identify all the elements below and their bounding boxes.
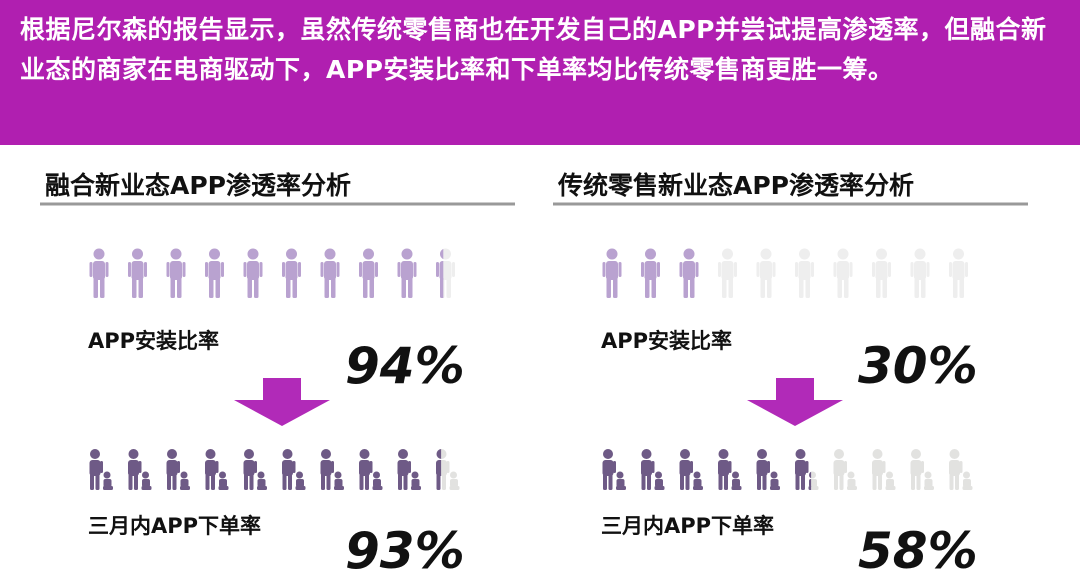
icon-filled xyxy=(282,449,306,490)
icon-filled xyxy=(166,449,190,490)
metric-value: 58% xyxy=(858,522,978,580)
icon-filled xyxy=(205,248,224,298)
icon-empty xyxy=(833,449,857,490)
icon-empty xyxy=(872,248,891,298)
icon-filled xyxy=(243,449,267,490)
down-arrow xyxy=(747,378,843,426)
icon-filled xyxy=(679,449,703,490)
icon-empty xyxy=(872,449,896,490)
icon-filled xyxy=(89,248,109,298)
metric-value: 94% xyxy=(345,337,465,395)
metric-label: APP安装比率 xyxy=(88,329,219,353)
down-arrow xyxy=(234,378,330,426)
icon-filled xyxy=(89,449,113,490)
metric-value: 30% xyxy=(858,337,978,395)
icon-filled xyxy=(718,449,742,490)
icon-empty xyxy=(756,248,776,298)
icon-row-filled xyxy=(89,449,442,490)
icon-empty xyxy=(949,248,968,298)
icon-filled xyxy=(320,449,344,490)
icon-filled xyxy=(641,248,660,298)
icon-filled xyxy=(602,449,626,490)
icon-empty xyxy=(910,449,934,490)
metric-label: 三月内APP下单率 xyxy=(88,514,261,538)
icon-empty xyxy=(910,248,930,298)
icon-filled xyxy=(756,449,780,490)
icon-filled xyxy=(397,449,421,490)
icon-empty xyxy=(795,248,814,298)
metric-label: 三月内APP下单率 xyxy=(601,514,774,538)
icon-filled xyxy=(166,248,186,298)
panel-title: 融合新业态APP渗透率分析 xyxy=(45,171,351,200)
icon-row-filled xyxy=(89,248,444,298)
icon-filled xyxy=(641,449,665,490)
icon-empty xyxy=(833,248,853,298)
icon-filled xyxy=(602,248,622,298)
icon-filled xyxy=(679,248,699,298)
header-text: 根据尼尔森的报告显示，虽然传统零售商也在开发自己的APP并尝试提高渗透率，但融合… xyxy=(0,0,1080,145)
icon-empty xyxy=(718,248,737,298)
icon-filled xyxy=(128,248,147,298)
icon-filled xyxy=(128,449,152,490)
panel-title: 传统零售新业态APP渗透率分析 xyxy=(557,171,914,200)
icon-filled xyxy=(397,248,417,298)
metric-label: APP安装比率 xyxy=(601,329,732,353)
icon-filled xyxy=(359,248,378,298)
metric-value: 93% xyxy=(345,522,465,580)
icon-filled xyxy=(359,449,383,490)
icon-filled xyxy=(243,248,263,298)
icon-filled xyxy=(205,449,229,490)
icon-filled xyxy=(282,248,301,298)
icon-filled xyxy=(320,248,340,298)
icon-empty xyxy=(949,449,973,490)
